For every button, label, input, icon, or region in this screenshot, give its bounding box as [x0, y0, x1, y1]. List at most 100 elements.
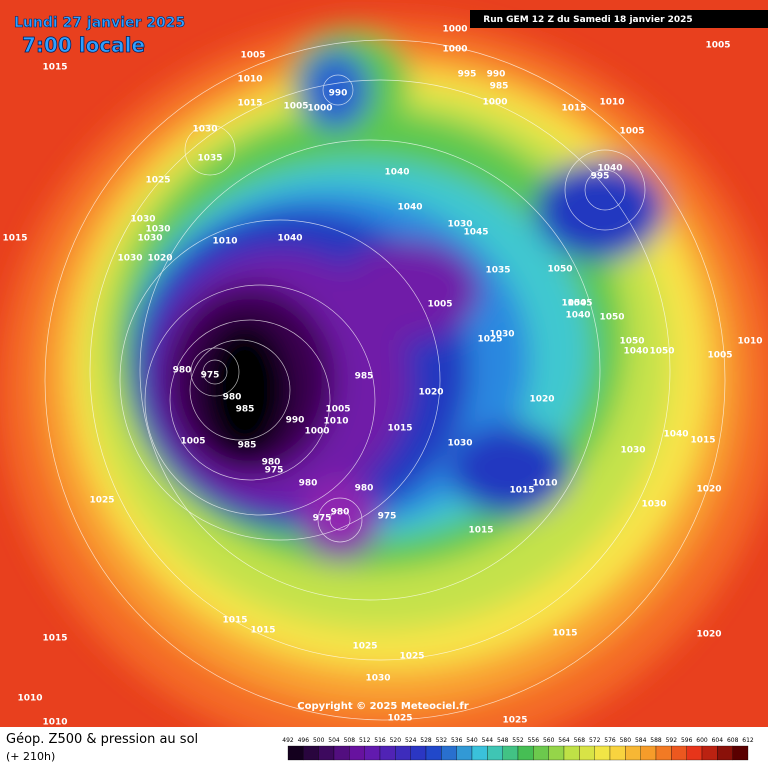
pressure-label: 990: [329, 89, 348, 99]
legend-swatch: [625, 745, 641, 761]
legend-swatch: [410, 745, 427, 761]
legend-label: 596: [681, 737, 693, 744]
legend-swatch: [379, 745, 396, 761]
legend-label: 492: [282, 737, 294, 744]
pressure-label: 1020: [418, 388, 443, 398]
pressure-label: 985: [490, 82, 509, 92]
pressure-label: 985: [355, 372, 374, 382]
legend-swatch: [563, 745, 580, 761]
legend-swatch: [548, 745, 565, 761]
pressure-label: 1010: [237, 75, 262, 85]
pressure-label: 1030: [130, 215, 155, 225]
legend-label: 508: [344, 737, 356, 744]
legend-swatch: [686, 745, 703, 761]
pressure-label: 1005: [240, 51, 265, 61]
pressure-label: 1030: [117, 254, 142, 264]
pressure-label: 1005: [619, 127, 644, 137]
legend-label: 572: [589, 737, 601, 744]
pressure-label: 1030: [192, 125, 217, 135]
legend-label: 524: [405, 737, 417, 744]
legend-label: 532: [436, 737, 448, 744]
pressure-label: 1020: [696, 485, 721, 495]
pressure-label: 1025: [145, 176, 170, 186]
pressure-label: 1050: [619, 337, 644, 347]
legend-swatch: [303, 745, 319, 761]
legend-swatch: [487, 745, 503, 761]
legend-swatch: [533, 745, 549, 761]
pressure-label: 980: [223, 393, 242, 403]
legend-label: 612: [742, 737, 754, 744]
legend-label: 608: [727, 737, 739, 744]
pressure-label: 1025: [502, 716, 527, 726]
pressure-label: 1010: [532, 479, 557, 489]
pressure-label: 1025: [387, 714, 412, 724]
legend-swatch: [671, 745, 687, 761]
pressure-label: 1005: [427, 300, 452, 310]
legend-swatch: [640, 745, 657, 761]
pressure-label: 1050: [547, 265, 572, 275]
legend-swatch: [471, 745, 488, 761]
legend-label: 548: [497, 737, 509, 744]
legend-label: 568: [574, 737, 586, 744]
legend-swatch: [502, 745, 519, 761]
pressure-label: 1035: [197, 154, 222, 164]
pressure-label: 1005: [705, 41, 730, 51]
pressure-label: 1015: [222, 616, 247, 626]
legend-label: 600: [696, 737, 708, 744]
pressure-label: 1020: [696, 630, 721, 640]
pressure-label: 1015: [468, 526, 493, 536]
pressure-label: 980: [262, 458, 281, 468]
pressure-label: 1040: [623, 347, 648, 357]
pressure-label: 990: [487, 70, 506, 80]
pressure-label: 1005: [180, 437, 205, 447]
pressure-label: 985: [236, 405, 255, 415]
pressure-label: 1040: [565, 311, 590, 321]
pressure-label: 1030: [641, 500, 666, 510]
pressure-label: 1050: [649, 347, 674, 357]
pressure-label: 1015: [250, 626, 275, 636]
pressure-label: 1050: [599, 313, 624, 323]
pressure-label: 1015: [387, 424, 412, 434]
legend-label: 576: [604, 737, 616, 744]
pressure-label: 1000: [304, 427, 329, 437]
run-banner: [470, 10, 768, 28]
pressure-label: 1030: [489, 330, 514, 340]
pressure-label: 980: [331, 508, 350, 518]
pressure-label: 1030: [447, 220, 472, 230]
pressure-label: 1040: [663, 430, 688, 440]
legend-label: 556: [528, 737, 540, 744]
pressure-label: 1040: [277, 234, 302, 244]
legend-swatch: [425, 745, 442, 761]
legend-swatch: [717, 745, 733, 761]
pressure-label: 1015: [42, 634, 67, 644]
pressure-label: 1045: [567, 299, 592, 309]
legend-swatch: [364, 745, 381, 761]
pressure-label: 1005: [325, 405, 350, 415]
pressure-label: 1030: [365, 674, 390, 684]
pressure-label: 1025: [89, 496, 114, 506]
legend-swatch: [517, 745, 534, 761]
pressure-label: 1000: [442, 45, 467, 55]
legend-swatch: [395, 745, 411, 761]
legend-label: 500: [313, 737, 325, 744]
pressure-label: 1015: [2, 234, 27, 244]
pressure-label: 1010: [323, 417, 348, 427]
legend-swatch: [287, 745, 304, 761]
pressure-label: 975: [265, 466, 284, 476]
pressure-label: 995: [458, 70, 477, 80]
pressure-label: 995: [591, 172, 610, 182]
legend-label: 592: [666, 737, 678, 744]
pressure-label: 1030: [447, 439, 472, 449]
isobars: [44, 39, 726, 721]
run-info: Run GEM 12 Z du Samedi 18 janvier 2025: [483, 15, 692, 25]
legend-label: 528: [420, 737, 432, 744]
pressure-label: 1025: [352, 642, 377, 652]
legend-label: 560: [543, 737, 555, 744]
pressure-label: 1020: [147, 254, 172, 264]
legend-label: 512: [359, 737, 371, 744]
legend-swatch: [441, 745, 457, 761]
legend-label: 544: [482, 737, 494, 744]
pressure-label: 1015: [237, 99, 262, 109]
pressure-label: 1000: [307, 104, 332, 114]
legend-label: 584: [635, 737, 647, 744]
